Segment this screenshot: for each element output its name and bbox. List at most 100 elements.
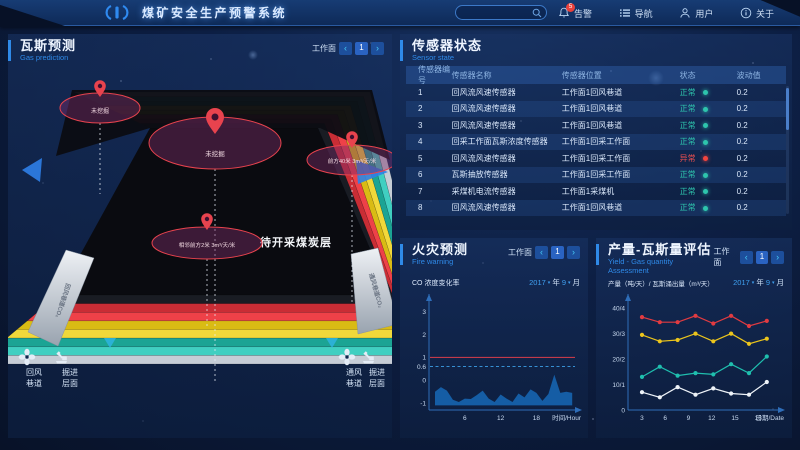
fan-icon [18, 348, 43, 366]
menu-label: 关于 [755, 8, 774, 19]
sensor-location: 工作面1回风巷道 [561, 120, 623, 130]
svg-text:未挖掘: 未挖掘 [91, 107, 109, 115]
svg-text:前方40米 3m³/天/米: 前方40米 3m³/天/米 [328, 157, 377, 165]
pager-page[interactable]: 1 [355, 42, 368, 55]
sensor-name: 回风流风速传感器 [451, 153, 516, 163]
panel-head: 火灾预测 Fire warning 工作面 ‹ 1 › [400, 238, 588, 268]
column-header: 传感器名称 [451, 70, 492, 80]
pager-next-button[interactable]: › [371, 42, 384, 55]
search-icon[interactable] [532, 8, 542, 18]
callout-ahead-40m: 前方40米 3m³/天/米 [306, 131, 392, 302]
accent-bar [400, 40, 403, 61]
status-dot [702, 90, 708, 96]
sensor-value: 0.2 [736, 186, 748, 196]
svg-text:12: 12 [708, 415, 716, 422]
pager-prev-button[interactable]: ‹ [535, 246, 548, 259]
chevron-down-icon: ▾ [751, 279, 755, 286]
header: 煤矿安全生产预警系统 告警 5 导航 用户 关于 [0, 0, 800, 26]
table-row: 6 瓦斯抽放传感器 工作面1回采工作面 正常 0.2 [406, 166, 786, 183]
fire-chart: 6 12 18 时间/Hour 3 2 1 0.6 0 -1 [417, 294, 582, 422]
digger-icon [363, 348, 386, 366]
pager-label: 工作面 [312, 44, 336, 53]
sensor-no: 1 [418, 87, 423, 97]
mine-legend-item: 掘进 层面 [54, 348, 86, 390]
svg-text:18: 18 [755, 415, 763, 422]
pin-icon [94, 80, 106, 97]
date-select[interactable]: 2017 ▾ 年 9 ▾ 月 [733, 278, 784, 287]
sensor-table: 传感器编号 传感器名称 传感器位置 状态 波动值 1 回风流风速传感器 工作面1回风巷道 正常… [406, 65, 789, 216]
svg-text:2: 2 [422, 332, 426, 339]
menu-label: 用户 [695, 8, 714, 19]
panel-subtitle: Yield - Gas quantity Assessment [608, 256, 674, 275]
menu-label: 导航 [634, 8, 653, 19]
sensor-status: 正常 [680, 169, 737, 180]
sensor-location: 工作面1回风巷道 [561, 104, 623, 114]
pager-page[interactable]: 1 [551, 246, 564, 259]
table-row: 3 回风流风速传感器 工作面1回风巷道 正常 0.2 [406, 117, 786, 134]
column-header: 状态 [679, 70, 696, 80]
chart-head: CO 浓度变化率 2017 ▾ 年 9 ▾ 月 [400, 268, 588, 288]
mine-svg: 回风巷道CO₂ 通风巷道CO₂ 待开采煤炭层 未挖掘 [8, 80, 392, 382]
fire-prediction-panel: 火灾预测 Fire warning 工作面 ‹ 1 › CO 浓度变化率 201… [400, 238, 588, 438]
chevron-down-icon: ▾ [547, 279, 551, 286]
pager-page[interactable]: 1 [755, 250, 769, 264]
sensor-no: 3 [418, 120, 423, 130]
arrow-bottom-right-icon [326, 338, 338, 348]
pager-next-button[interactable]: › [567, 246, 580, 259]
sensor-status: 正常 [680, 87, 737, 98]
year-value: 2017 [529, 278, 546, 287]
svg-text:30/3: 30/3 [612, 331, 625, 338]
search-input[interactable] [456, 8, 532, 17]
sensor-value: 0.2 [736, 120, 748, 130]
svg-text:1: 1 [422, 355, 426, 362]
chevron-down-icon: ▾ [771, 279, 775, 286]
table-row: 7 采煤机电流传感器 工作面1采煤机 正常 0.2 [406, 183, 786, 200]
pager-next-button[interactable]: › [771, 250, 784, 264]
digger-icon [56, 348, 79, 366]
pager-prev-button[interactable]: ‹ [339, 42, 352, 55]
user-icon [679, 7, 691, 19]
chart-label: 产量（吨/天）/ 瓦斯涌出量（m³/天） [608, 280, 714, 288]
callout-adjacent-2m: 相邻前方2米 3m³/天/米 [151, 213, 263, 328]
pin-icon [346, 131, 358, 148]
svg-text:6: 6 [463, 415, 467, 422]
pager-prev-button[interactable]: ‹ [739, 250, 753, 264]
svg-text:0.6: 0.6 [417, 364, 426, 371]
sensor-location: 工作面1采煤机 [561, 186, 615, 196]
sensor-status: 正常 [680, 136, 737, 147]
sensor-status-panel: 传感器状态 Sensor state 传感器编号 传感器名称 传感器位置 状态 波动值 … [400, 34, 792, 230]
ramp-right [350, 247, 392, 335]
menu-item-user[interactable]: 用户 [679, 7, 713, 20]
date-select[interactable]: 2017 ▾ 年 9 ▾ 月 [529, 278, 580, 287]
status-dot [702, 123, 708, 129]
svg-text:时间/Hour: 时间/Hour [552, 413, 582, 422]
menu-item-info[interactable]: 关于 [740, 7, 774, 20]
search-box[interactable] [455, 5, 547, 20]
sensor-location: 工作面1回采工作面 [561, 137, 631, 147]
sensor-no: 8 [418, 203, 423, 213]
sensor-location: 工作面1回采工作面 [561, 170, 631, 180]
sensor-name: 回风流风速传感器 [451, 203, 516, 213]
svg-text:未挖掘: 未挖掘 [205, 149, 225, 158]
sensor-status: 异常 [680, 153, 737, 164]
sensor-status: 正常 [680, 120, 737, 131]
sensor-no: 6 [418, 170, 423, 180]
workface-pager: 工作面 ‹ 1 › [508, 246, 580, 259]
scrollbar-thumb[interactable] [786, 88, 789, 130]
menu-item-list[interactable]: 导航 [619, 7, 653, 20]
month-value: 9 [561, 278, 566, 287]
mine-legend-item: 回风 巷道 [18, 348, 50, 390]
status-dot [702, 205, 708, 211]
yield-gas-panel: 产量-瓦斯量评估 Yield - Gas quantity Assessment… [596, 238, 792, 438]
arrow-bottom-left-icon [104, 338, 116, 348]
menu-item-bell[interactable]: 告警 5 [558, 2, 592, 20]
table-row: 8 回风流风速传感器 工作面1回风巷道 正常 0.2 [406, 199, 786, 216]
svg-text:日期/Date: 日期/Date [755, 414, 784, 422]
status-dot [702, 172, 708, 178]
arrow-left-icon [22, 158, 42, 182]
panel-head: 瓦斯预测 Gas prediction 工作面 ‹ 1 › [8, 34, 392, 64]
sensor-location: 工作面1回风巷道 [561, 87, 623, 97]
bell-icon [558, 7, 570, 19]
chart-label: CO 浓度变化率 [412, 279, 460, 287]
status-dot [702, 106, 708, 112]
